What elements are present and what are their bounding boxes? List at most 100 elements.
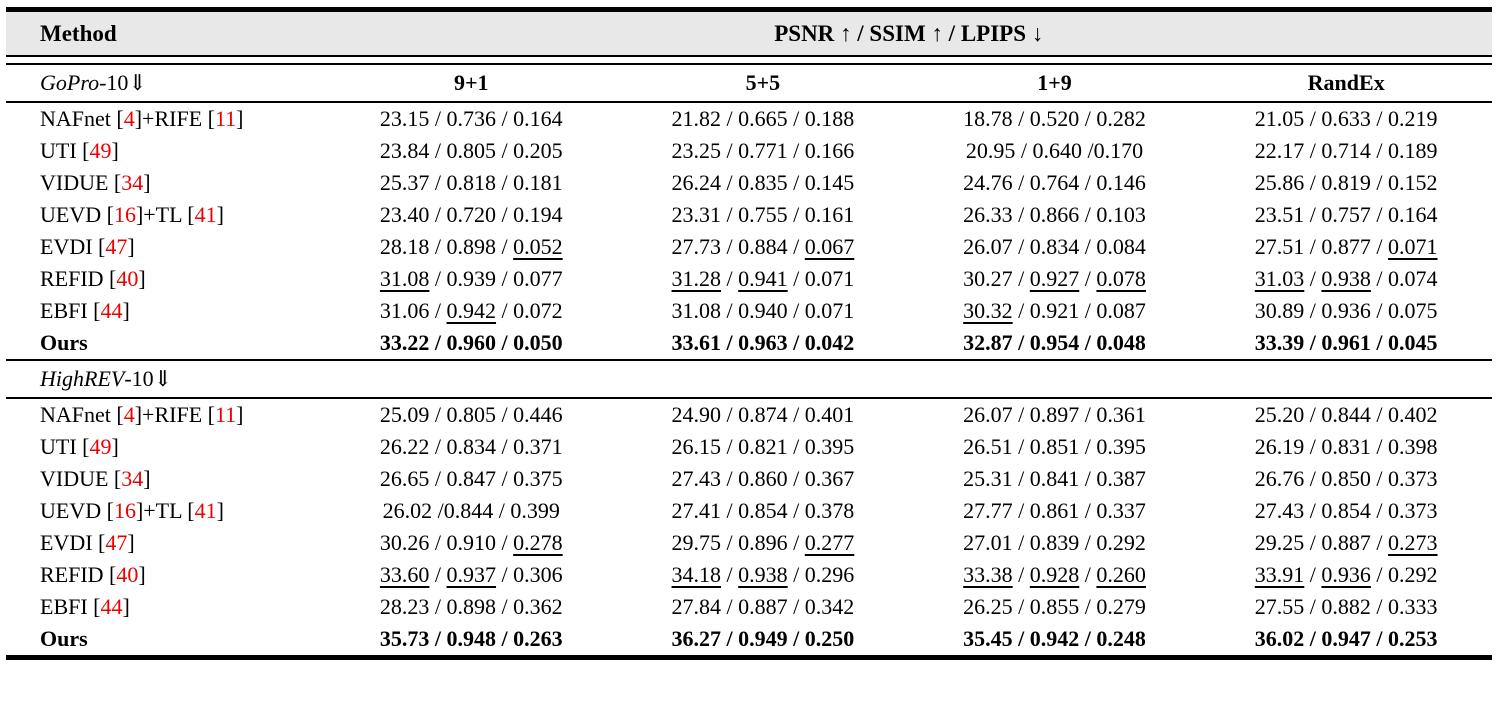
lpips-value: 0.361 (1096, 402, 1146, 427)
lpips-value: 0.050 (513, 330, 563, 355)
lpips-value: 0.378 (804, 498, 855, 523)
metric-cell: 23.15 / 0.736 / 0.164 (379, 106, 563, 131)
ssim-value: 0.936 (1321, 562, 1371, 587)
lpips-value: 0.045 (1388, 330, 1438, 355)
citation-ref: 11 (214, 106, 237, 131)
table-header: Method PSNR ↑ / SSIM ↑ / LPIPS ↓ (6, 9, 1492, 57)
method-name: EBFI [44] (40, 594, 130, 619)
metric-cell: 26.07 / 0.897 / 0.361 (963, 402, 1146, 427)
lpips-value: 0.402 (1388, 402, 1438, 427)
citation-ref: 4 (123, 106, 135, 131)
table-body: GoPro-10⇓ 9+1 5+5 1+9 RandEx NAFnet [4]+RIFE … (6, 56, 1492, 658)
ssim-value: 0.897 (1029, 402, 1080, 427)
psnr-value: 27.84 (671, 594, 722, 619)
ssim-value: 0.938 (1321, 266, 1371, 291)
lpips-value: 0.277 (804, 530, 855, 555)
metric-cell: 31.06 / 0.942 / 0.072 (379, 298, 563, 323)
psnr-value: 31.28 (671, 266, 722, 291)
lpips-value: 0.399 (510, 498, 560, 523)
psnr-value: 18.78 (963, 106, 1013, 131)
psnr-value: 20.95 (965, 138, 1016, 163)
metric-cell: 26.02 /0.844 / 0.399 (382, 498, 560, 523)
lpips-value: 0.071 (1388, 234, 1438, 259)
psnr-value: 26.02 (382, 498, 433, 523)
metric-cell: 30.26 / 0.910 / 0.278 (379, 530, 563, 555)
column-header (908, 359, 1201, 399)
psnr-value: 26.07 (963, 234, 1013, 259)
metric-cell: 18.78 / 0.520 / 0.282 (963, 106, 1146, 131)
psnr-value: 27.43 (1254, 498, 1305, 523)
psnr-value: 26.65 (379, 466, 430, 491)
metric-cell: 28.23 / 0.898 / 0.362 (379, 594, 563, 619)
ssim-value: 0.805 (446, 402, 497, 427)
lpips-value: 0.306 (513, 562, 563, 587)
ssim-value: 0.963 (738, 330, 788, 355)
ssim-value: 0.854 (1321, 498, 1371, 523)
psnr-value: 31.03 (1254, 266, 1305, 291)
psnr-value: 31.08 (379, 266, 430, 291)
metric-cell: 29.75 / 0.896 / 0.277 (671, 530, 855, 555)
lpips-value: 0.164 (513, 106, 563, 131)
ssim-value: 0.850 (1321, 466, 1371, 491)
method-name: NAFnet [4]+RIFE [11] (40, 106, 244, 131)
metric-cell: 22.17 / 0.714 / 0.189 (1254, 138, 1438, 163)
metric-cell: 26.76 / 0.850 / 0.373 (1254, 466, 1438, 491)
table-row: UEVD [16]+TL [41] 23.40 / 0.720 / 0.194 23… (6, 199, 1492, 231)
ssim-value: 0.866 (1029, 202, 1080, 227)
metric-cell: 33.91 / 0.936 / 0.292 (1254, 562, 1438, 587)
psnr-value: 27.01 (963, 530, 1013, 555)
psnr-value: 34.18 (671, 562, 722, 587)
ssim-value: 0.961 (1321, 330, 1371, 355)
citation-ref: 47 (105, 234, 128, 259)
lpips-value: 0.078 (1096, 266, 1146, 291)
psnr-value: 30.27 (963, 266, 1013, 291)
citation-ref: 49 (89, 434, 112, 459)
table-row: UEVD [16]+TL [41] 26.02 /0.844 / 0.399 27.… (6, 495, 1492, 527)
ssim-value: 0.927 (1029, 266, 1080, 291)
metric-cell: 27.01 / 0.839 / 0.292 (963, 530, 1146, 555)
psnr-value: 30.89 (1254, 298, 1305, 323)
metric-cell: 33.38 / 0.928 / 0.260 (963, 562, 1146, 587)
metric-cell: 26.33 / 0.866 / 0.103 (963, 202, 1146, 227)
lpips-value: 0.278 (513, 530, 563, 555)
method-name: Ours (40, 626, 88, 651)
lpips-value: 0.367 (804, 466, 855, 491)
double-rule-spacer (6, 56, 1492, 65)
metric-cell: 26.25 / 0.855 / 0.279 (963, 594, 1146, 619)
metric-cell: 23.40 / 0.720 / 0.194 (379, 202, 563, 227)
lpips-value: 0.042 (804, 330, 855, 355)
ssim-value: 0.938 (738, 562, 788, 587)
method-name: UTI [49] (40, 434, 119, 459)
lpips-value: 0.248 (1096, 626, 1146, 651)
ssim-value: 0.844 (1321, 402, 1371, 427)
metric-cell: 33.61 / 0.963 / 0.042 (671, 330, 855, 355)
metric-cell: 25.20 / 0.844 / 0.402 (1254, 402, 1438, 427)
metric-cell: 26.15 / 0.821 / 0.395 (671, 434, 855, 459)
ssim-value: 0.805 (446, 138, 497, 163)
ssim-value: 0.835 (738, 170, 788, 195)
metric-cell: 33.60 / 0.937 / 0.306 (379, 562, 563, 587)
metric-cell: 31.03 / 0.938 / 0.074 (1254, 266, 1438, 291)
ssim-value: 0.834 (446, 434, 497, 459)
ssim-value: 0.942 (1029, 626, 1080, 651)
metrics-column-header: PSNR ↑ / SSIM ↑ / LPIPS ↓ (325, 9, 1492, 57)
lpips-value: 0.342 (804, 594, 855, 619)
metric-cell: 21.05 / 0.633 / 0.219 (1254, 106, 1438, 131)
metric-cell: 33.39 / 0.961 / 0.045 (1254, 330, 1438, 355)
method-name: VIDUE [34] (40, 170, 151, 195)
method-name: REFID [40] (40, 562, 146, 587)
method-name: EBFI [44] (40, 298, 130, 323)
ssim-value: 0.887 (1321, 530, 1371, 555)
metric-cell: 24.76 / 0.764 / 0.146 (963, 170, 1146, 195)
citation-ref: 44 (100, 594, 123, 619)
metric-cell: 36.27 / 0.949 / 0.250 (671, 626, 855, 651)
lpips-value: 0.296 (804, 562, 855, 587)
psnr-value: 23.51 (1254, 202, 1305, 227)
ssim-value: 0.851 (1029, 434, 1080, 459)
psnr-value: 29.25 (1254, 530, 1305, 555)
psnr-value: 26.15 (671, 434, 722, 459)
psnr-value: 31.06 (379, 298, 430, 323)
lpips-value: 0.194 (513, 202, 563, 227)
psnr-value: 25.37 (379, 170, 430, 195)
ssim-value: 0.755 (738, 202, 788, 227)
